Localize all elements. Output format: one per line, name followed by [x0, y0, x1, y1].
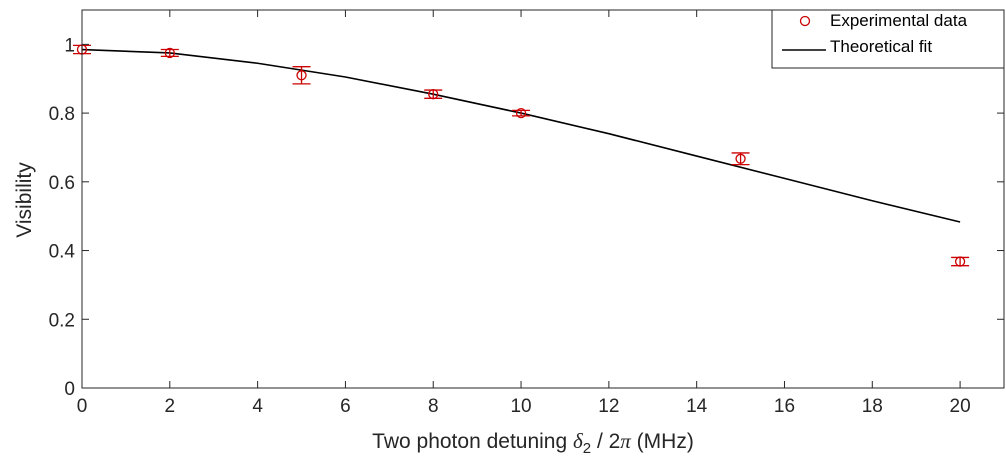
y-tick-label: 0.8	[49, 104, 75, 125]
data-marker	[954, 256, 966, 267]
axes-box	[81, 9, 1005, 389]
x-tick-label: 8	[428, 396, 439, 417]
data-marker	[296, 70, 307, 81]
x-tick-label: 18	[862, 396, 883, 417]
legend-label: Experimental data	[830, 11, 968, 30]
x-tick-label: 4	[252, 396, 263, 417]
y-tick-label: 1	[64, 35, 75, 56]
data-point	[160, 47, 179, 59]
data-point	[731, 152, 750, 166]
theoretical-fit-line	[81, 48, 961, 223]
x-tick-label: 20	[950, 396, 971, 417]
y-tick-label: 0.6	[49, 173, 75, 194]
y-tick-label: 0.2	[49, 310, 75, 331]
legend: Experimental data Theoretical fit	[771, 9, 1005, 69]
x-tick-label: 12	[598, 396, 619, 417]
data-marker	[515, 107, 527, 119]
data-point	[292, 66, 311, 85]
x-tick-label: 6	[340, 396, 351, 417]
axes: 0 2 4 6 8 10 12 14 16 18 20 0 0.2 0.4 0.6 0.8 1	[49, 9, 1005, 417]
legend-marker-experimental	[799, 15, 811, 27]
x-axis-label: Two photon detuning δ2 / 2π (MHz)	[372, 429, 694, 457]
data-marker	[735, 153, 746, 164]
data-point	[951, 256, 970, 267]
x-tick-label: 16	[774, 396, 795, 417]
x-tick-label: 0	[77, 396, 88, 417]
data-point	[512, 107, 531, 119]
data-marker	[428, 89, 439, 100]
x-tick-label: 2	[165, 396, 176, 417]
data-point	[424, 89, 443, 100]
y-tick-label: 0.4	[49, 242, 76, 263]
legend-label: Theoretical fit	[830, 37, 932, 56]
x-tick-label: 14	[686, 396, 708, 417]
plot-area	[73, 44, 970, 267]
data-marker	[164, 47, 175, 59]
legend-box	[771, 9, 1005, 69]
x-tick-label: 10	[510, 396, 531, 417]
y-tick-label: 0	[64, 379, 75, 400]
y-axis-label: Visibility	[13, 162, 36, 238]
